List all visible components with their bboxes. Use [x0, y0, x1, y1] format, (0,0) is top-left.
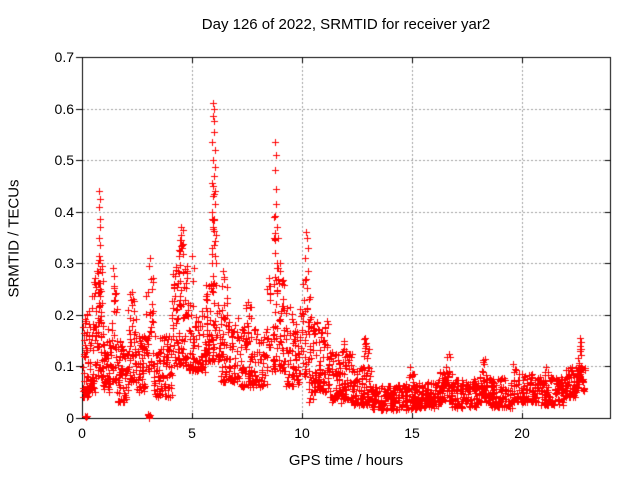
x-tick-label: 10: [294, 425, 310, 441]
y-tick-label: 0.1: [54, 358, 74, 374]
y-tick-label: 0.3: [54, 255, 74, 271]
x-tick-label: 20: [514, 425, 530, 441]
y-tick-label: 0.5: [54, 152, 74, 168]
x-tick-label: 15: [404, 425, 420, 441]
x-axis-label: GPS time / hours: [288, 452, 404, 469]
y-tick-label: 0.2: [54, 307, 74, 323]
y-tick-label: 0.4: [54, 204, 74, 220]
y-tick-label: 0.6: [54, 101, 74, 117]
x-tick-label: 5: [188, 425, 196, 441]
chart-title: Day 126 of 2022, SRMTID for receiver yar…: [201, 16, 491, 33]
y-tick-label: 0: [66, 410, 74, 426]
x-tick-label: 0: [78, 425, 86, 441]
y-tick-label: 0.7: [54, 49, 74, 65]
